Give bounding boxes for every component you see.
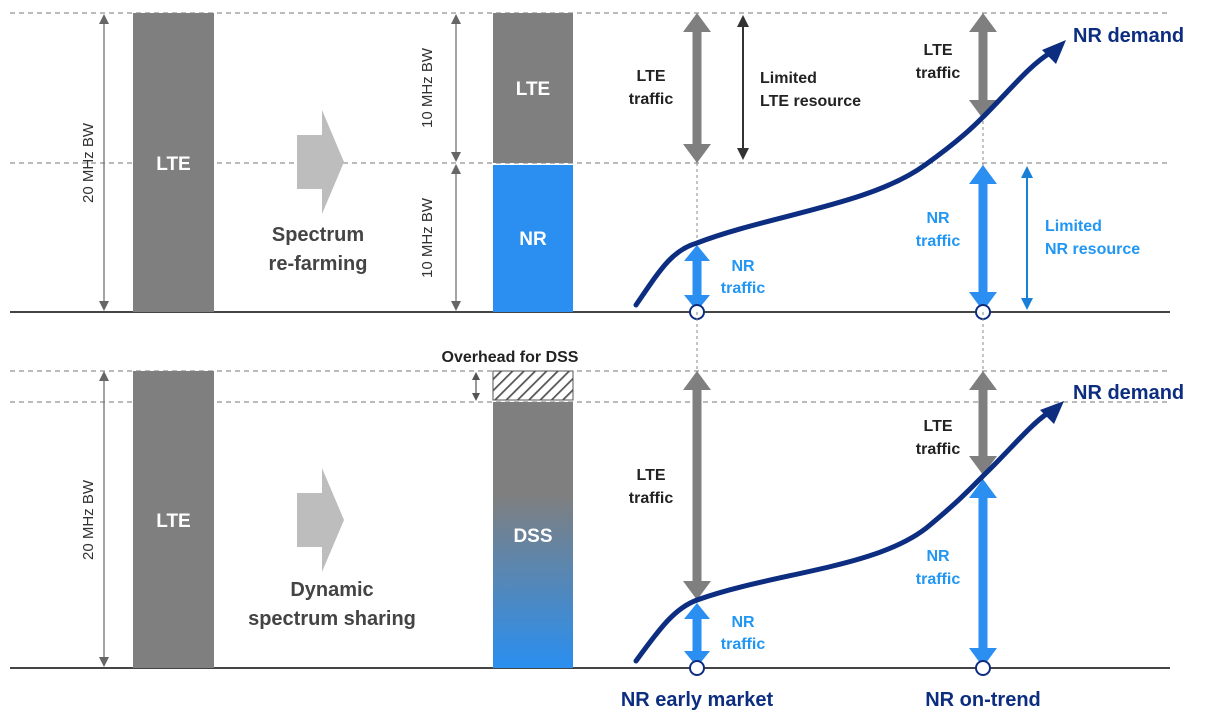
circle-marker-icon (975, 660, 991, 676)
early-nr-traffic-line2: traffic (721, 280, 766, 297)
bottom-early-nr-arrow (684, 603, 710, 667)
early-lte-traffic-arrow (683, 13, 711, 163)
early-lte-traffic-line1: LTE (636, 68, 665, 85)
bottom-nr-demand-label: NR demand (1073, 382, 1184, 404)
overhead-arrow (472, 372, 480, 401)
bottom-early-nr-line2: traffic (721, 636, 766, 653)
early-nr-traffic-line1: NR (731, 258, 755, 275)
bottom-bw-full-arrow (99, 371, 109, 667)
trend-lte-traffic-line2: traffic (916, 65, 961, 82)
bottom-early-lte-arrow (683, 371, 711, 600)
transition-label-line2: re-farming (269, 253, 368, 275)
transition-label-line1: Spectrum (272, 224, 364, 246)
bottom-transition-line2: spectrum sharing (248, 608, 416, 630)
bottom-trend-lte-line1: LTE (923, 418, 952, 435)
dss-bar (493, 402, 573, 668)
bottom-trend-nr-line1: NR (926, 548, 950, 565)
nr-demand-arrowhead (1042, 40, 1066, 64)
nr-demand-label: NR demand (1073, 25, 1184, 47)
bw-upper-label: 10 MHz BW (419, 47, 436, 128)
bw-full-arrow (99, 14, 109, 311)
limited-lte-arrow (737, 15, 749, 160)
split-nr-bar (493, 165, 573, 312)
bw-lower-label: 10 MHz BW (419, 197, 436, 278)
lte-bar (133, 13, 214, 312)
nr-demand-curve (633, 50, 1053, 308)
overhead-label: Overhead for DSS (442, 349, 579, 366)
dss-label: DSS (513, 526, 552, 547)
bottom-bw-full-label: 20 MHz BW (80, 479, 97, 560)
split-nr-label: NR (519, 229, 547, 250)
limited-nr-line2: NR resource (1045, 241, 1140, 258)
trend-lte-traffic-arrow (969, 13, 997, 119)
right-arrow-icon (297, 110, 344, 214)
bottom-panel: Overhead for DSS 20 MHz BW LTE Dynamic s… (10, 312, 1184, 711)
bottom-trend-lte-line2: traffic (916, 441, 961, 458)
trend-lte-traffic-line1: LTE (923, 42, 952, 59)
lte-bar-label: LTE (156, 154, 190, 175)
top-panel: 20 MHz BW LTE Spectrum re-farming 10 MHz… (10, 12, 1184, 320)
split-lte-label: LTE (516, 79, 550, 100)
trend-nr-traffic-arrow (969, 165, 997, 311)
limited-nr-line1: Limited (1045, 218, 1102, 235)
trend-nr-traffic-line1: NR (926, 210, 950, 227)
bottom-early-lte-line2: traffic (629, 490, 674, 507)
bottom-nr-demand-curve (633, 410, 1051, 664)
trend-nr-traffic-line2: traffic (916, 233, 961, 250)
bottom-early-lte-line1: LTE (636, 467, 665, 484)
overhead-hatch-box (492, 370, 574, 401)
bw-upper-arrow (451, 14, 461, 162)
bottom-trend-nr-line2: traffic (916, 571, 961, 588)
bottom-lte-bar (133, 371, 214, 668)
bottom-trend-lte-arrow (969, 371, 997, 475)
early-market-label: NR early market (621, 689, 774, 711)
right-arrow-icon (297, 468, 344, 572)
on-trend-label: NR on-trend (925, 689, 1041, 711)
early-lte-traffic-line2: traffic (629, 91, 674, 108)
circle-marker-icon (689, 660, 705, 676)
split-lte-bar (493, 13, 573, 163)
bw-full-label: 20 MHz BW (80, 122, 97, 203)
bottom-trend-nr-arrow (969, 479, 997, 667)
limited-lte-line1: Limited (760, 70, 817, 87)
limited-nr-arrow (1021, 166, 1033, 310)
bottom-lte-bar-label: LTE (156, 511, 190, 532)
limited-lte-line2: LTE resource (760, 93, 861, 110)
bottom-nr-demand-arrowhead (1040, 401, 1064, 424)
bw-lower-arrow (451, 164, 461, 311)
bottom-transition-line1: Dynamic (290, 579, 373, 601)
bottom-early-nr-line1: NR (731, 614, 755, 631)
early-nr-traffic-arrow (684, 245, 710, 311)
